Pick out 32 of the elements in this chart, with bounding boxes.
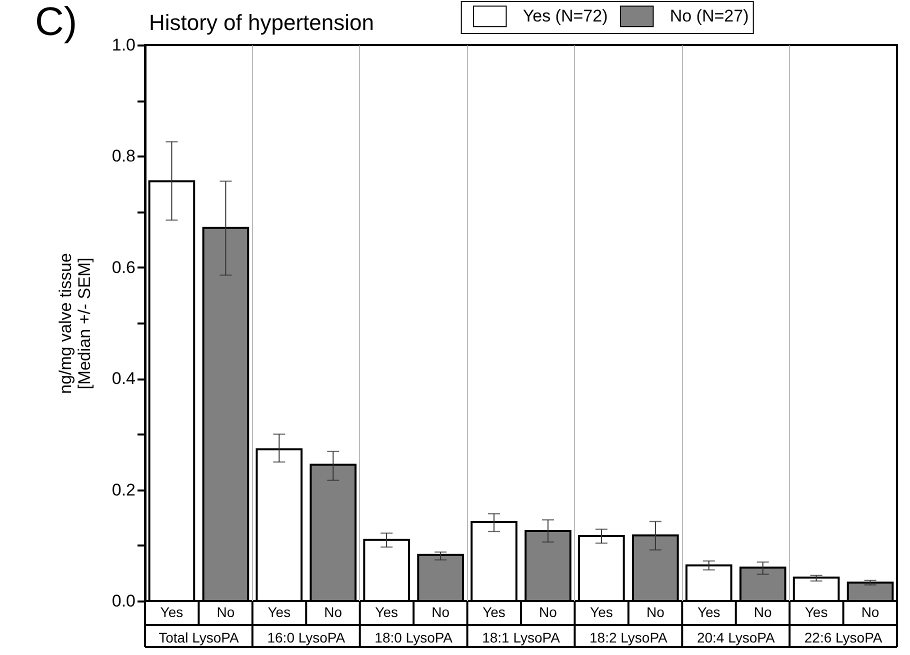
y-axis-title: ng/mg valve tissue [Median +/- SEM] [56,253,94,394]
text: Yes [482,604,506,620]
text: No [861,604,880,620]
text: Yes [697,604,720,620]
text: Yes [590,604,613,620]
text: Yes [268,604,291,620]
x-tick-label: 18:0 LysoPA [374,630,454,646]
y-tick-label: 0.8 [112,146,136,166]
text: No [432,604,450,620]
y-tick-label: 0.6 [112,258,136,277]
legend-label: Yes (N=72) [522,6,608,26]
text: No [216,604,235,620]
text: Yes [375,604,398,620]
x-tick-label: 16:0 LysoPA [267,630,346,646]
text: No [539,604,558,620]
y-tick-label: 0.0 [112,592,136,610]
text: No [754,604,772,620]
x-tick-label: 22:6 LysoPA [804,630,883,646]
legend-label: No (N=27) [670,6,749,26]
text: C) [35,0,78,44]
text: No [324,604,342,620]
text: No [646,604,665,620]
y-tick-label: 0.4 [112,369,136,388]
x-tick-label: 20:4 LysoPA [696,630,776,646]
chart-title: History of hypertension [149,10,374,35]
y-tick-label: 0.2 [112,480,136,500]
x-tick-label: 18:2 LysoPA [590,630,668,646]
text: Yes [804,604,828,620]
y-tick-label: 1.0 [112,36,136,54]
x-tick-label: 18:1 LysoPA [482,630,561,646]
text: Yes [160,604,184,620]
x-tick-label: Total LysoPA [158,630,240,646]
